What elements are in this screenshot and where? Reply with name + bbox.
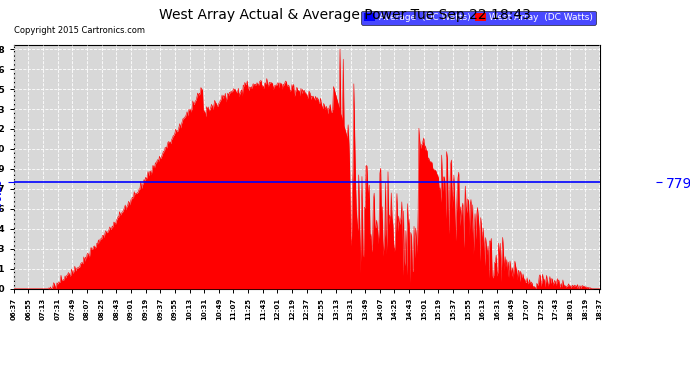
Text: West Array Actual & Average Power Tue Sep 22 18:43: West Array Actual & Average Power Tue Se…	[159, 8, 531, 21]
Legend: Average  (DC Watts), West Array  (DC Watts): Average (DC Watts), West Array (DC Watts…	[362, 10, 595, 25]
Text: Copyright 2015 Cartronics.com: Copyright 2015 Cartronics.com	[14, 26, 145, 35]
